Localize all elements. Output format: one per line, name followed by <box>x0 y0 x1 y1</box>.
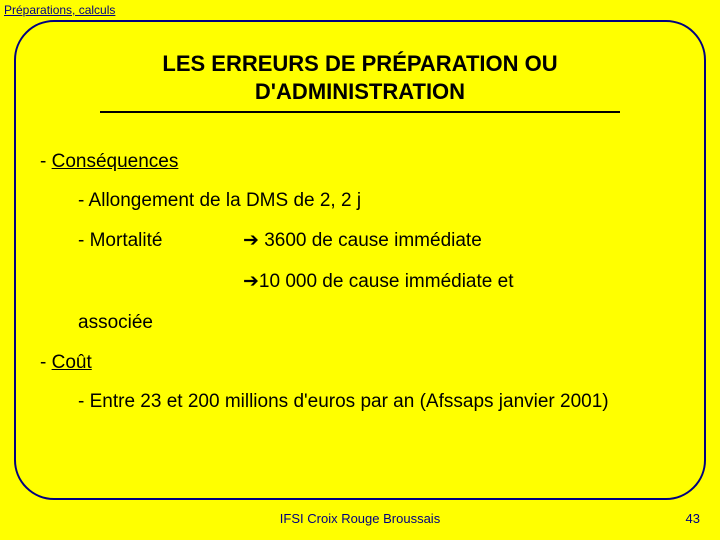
section-consequences: - Conséquences <box>40 150 680 175</box>
slide-content: - Conséquences - Allongement de la DMS d… <box>40 150 680 431</box>
section-cout: - Coût <box>40 351 680 376</box>
title-underline <box>100 111 620 113</box>
breadcrumb: Préparations, calculs <box>4 3 115 17</box>
mortalite-label: - Mortalité <box>78 229 243 254</box>
arrow-icon: ➔ 3600 de cause immédiate <box>243 229 482 254</box>
title-block: LES ERREURS DE PRÉPARATION OU D'ADMINIST… <box>100 50 620 113</box>
slide-title: LES ERREURS DE PRÉPARATION OU D'ADMINIST… <box>100 50 620 105</box>
bullet-mortalite-row2: ➔10 000 de cause immédiate et <box>78 270 680 295</box>
mortalite-spacer <box>78 270 243 295</box>
bullet-allongement: - Allongement de la DMS de 2, 2 j <box>78 189 680 214</box>
bullet-cout: - Entre 23 et 200 millions d'euros par a… <box>78 390 680 415</box>
mortalite-associee: associée <box>78 311 680 336</box>
title-line-2: D'ADMINISTRATION <box>255 79 465 104</box>
arrow-icon: ➔10 000 de cause immédiate et <box>243 270 513 295</box>
bullet-mortalite-row1: - Mortalité ➔ 3600 de cause immédiate <box>78 229 680 254</box>
page-number: 43 <box>686 511 700 526</box>
footer-source: IFSI Croix Rouge Broussais <box>280 511 440 526</box>
title-line-1: LES ERREURS DE PRÉPARATION OU <box>162 51 557 76</box>
